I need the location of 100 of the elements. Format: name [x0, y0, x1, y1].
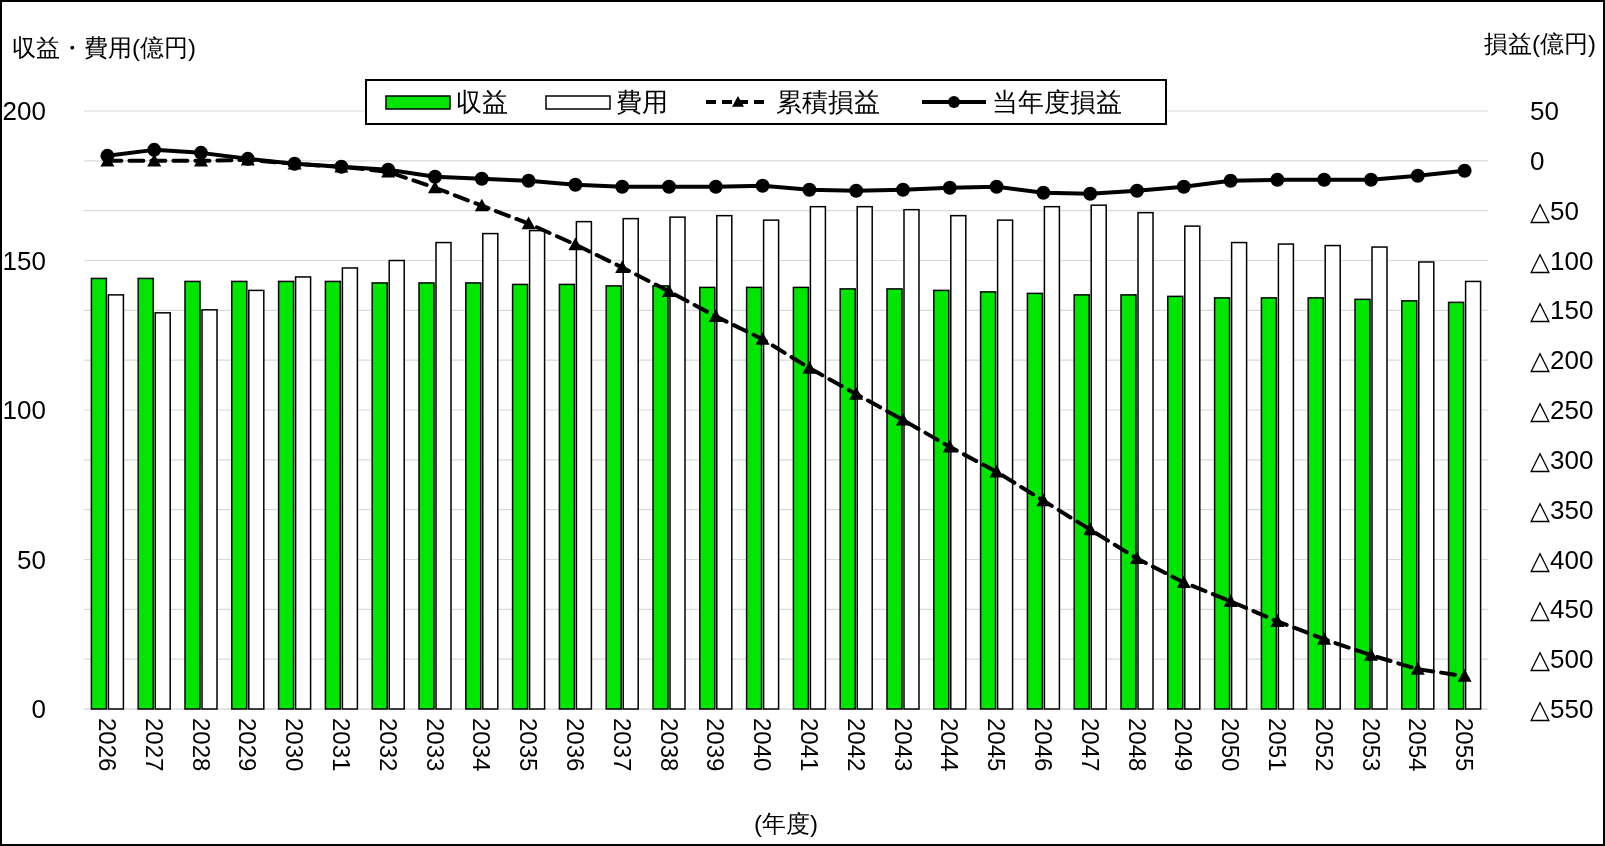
y2-tick-label: △550 — [1530, 694, 1594, 724]
bar — [1371, 246, 1388, 710]
bar — [1090, 204, 1107, 710]
bar — [575, 220, 593, 710]
legend-label: 収益 — [456, 87, 508, 117]
x-axis-title: (年度) — [754, 810, 818, 837]
x-tick-label: 2040 — [749, 718, 777, 772]
bar — [886, 288, 903, 710]
x-tick-label: 2053 — [1357, 718, 1385, 772]
point — [615, 179, 630, 194]
bar — [652, 285, 669, 710]
bar — [1418, 261, 1435, 710]
bar — [324, 280, 342, 710]
legend-label: 累積損益 — [776, 87, 880, 117]
bar — [745, 286, 763, 710]
bar — [90, 277, 108, 710]
x-tick-label: 2049 — [1170, 718, 1198, 772]
point — [1130, 551, 1144, 565]
x-tick-label: 2050 — [1217, 718, 1245, 772]
y2-tick-label: 50 — [1530, 96, 1559, 126]
y2-tick-label: △50 — [1530, 195, 1579, 226]
point — [802, 361, 817, 374]
point — [989, 179, 1004, 194]
x-tick-label: 2031 — [327, 718, 355, 772]
bar — [1213, 297, 1231, 710]
bar — [979, 291, 997, 710]
point — [662, 179, 676, 194]
point — [1410, 168, 1425, 183]
bar — [809, 205, 827, 710]
bar — [903, 208, 920, 710]
bar — [1230, 241, 1248, 710]
point — [1457, 669, 1472, 682]
point — [1223, 173, 1238, 188]
point — [1364, 172, 1378, 187]
bar — [1073, 294, 1090, 710]
point — [521, 173, 536, 188]
bar — [137, 277, 154, 710]
y2-tick-label: △450 — [1530, 594, 1594, 625]
bar — [1447, 301, 1465, 710]
bar — [231, 280, 248, 710]
point — [1364, 648, 1378, 661]
point — [755, 178, 770, 193]
bar — [1120, 294, 1137, 710]
y-tick-label: 200 — [2, 96, 46, 126]
bar — [1307, 297, 1324, 710]
y-tick-label: 0 — [31, 694, 46, 724]
point — [849, 183, 864, 198]
bar — [792, 286, 810, 710]
bar — [482, 232, 499, 710]
bar — [294, 276, 312, 710]
point — [474, 171, 489, 186]
x-tick-label: 2042 — [842, 718, 870, 772]
bar — [341, 267, 359, 710]
bar — [716, 214, 733, 710]
bar — [1354, 298, 1371, 710]
bar — [184, 280, 201, 710]
point — [1083, 522, 1098, 536]
bar — [1184, 225, 1201, 710]
x-tick-label: 2037 — [608, 718, 636, 772]
point — [849, 387, 864, 400]
x-tick-label: 2032 — [374, 718, 402, 772]
x-tick-label: 2028 — [187, 718, 215, 772]
point — [1036, 185, 1051, 200]
y2-tick-label: △100 — [1530, 245, 1594, 276]
point — [1270, 614, 1285, 627]
bar — [1167, 295, 1184, 710]
point — [989, 464, 1004, 478]
y2-tick-label: △200 — [1530, 345, 1594, 376]
point — [615, 260, 630, 274]
point — [100, 148, 115, 163]
bar — [388, 259, 405, 710]
x-tick-label: 2034 — [468, 718, 496, 772]
bar — [1401, 300, 1418, 710]
bar — [418, 282, 435, 710]
bar — [996, 219, 1014, 710]
point — [1270, 172, 1285, 187]
x-tick-label: 2046 — [1029, 718, 1057, 772]
bar — [933, 289, 950, 710]
bar — [558, 283, 576, 710]
x-tick-label: 2026 — [93, 718, 121, 772]
bar — [1043, 205, 1061, 710]
y2-tick-label: △250 — [1530, 395, 1594, 425]
point — [1457, 163, 1472, 178]
point — [1130, 183, 1144, 198]
point — [896, 412, 910, 426]
bar — [371, 282, 388, 710]
y2-tick-label: △150 — [1530, 295, 1594, 326]
x-tick-label: 2043 — [889, 718, 917, 772]
x-tick-label: 2047 — [1076, 718, 1104, 772]
point — [568, 177, 583, 192]
x-tick-label: 2039 — [702, 718, 730, 772]
point — [802, 182, 817, 197]
bar — [201, 309, 218, 710]
point — [1317, 172, 1332, 187]
point — [662, 284, 676, 297]
x-tick-label: 2038 — [655, 718, 683, 772]
x-tick-label: 2054 — [1404, 718, 1432, 772]
x-tick-label: 2033 — [421, 718, 449, 772]
point — [755, 332, 770, 345]
y-axis-title: 収益・費用(億円) — [12, 34, 196, 61]
